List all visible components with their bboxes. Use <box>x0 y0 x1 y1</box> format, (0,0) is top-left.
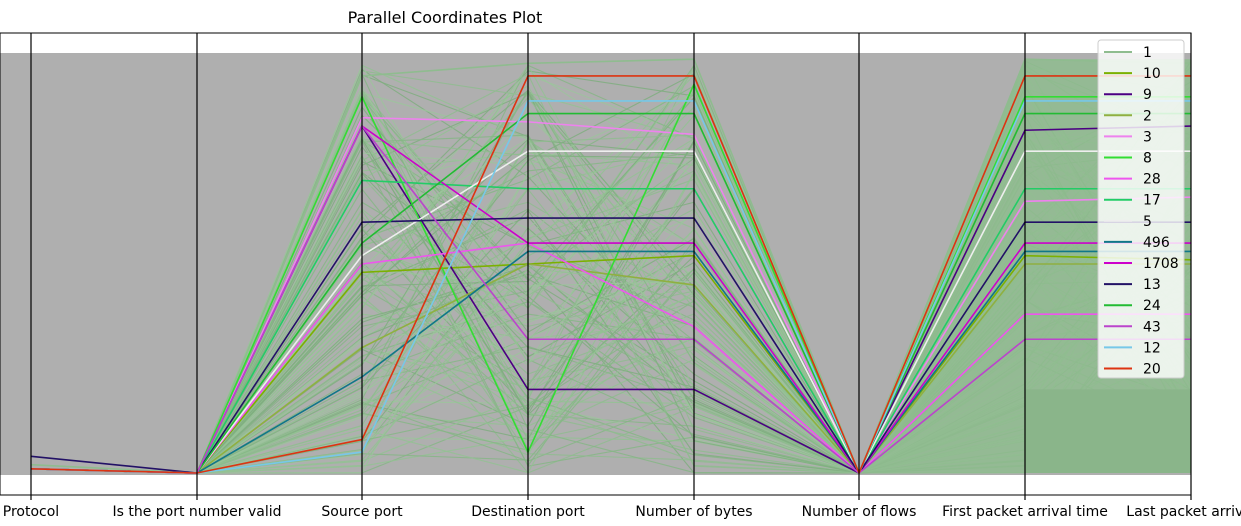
legend: 1 10 9 2 3 8 28 17 5 496 1708 13 24 43 12 20 <box>1097 39 1185 379</box>
axis-labels: Protocol Is the port number valid Source p… <box>3 504 1241 520</box>
chart-title: Parallel Coordinates Plot <box>347 8 543 27</box>
series-line-1 <box>30 58 1192 476</box>
legend-label-43: 43 <box>1143 319 1161 335</box>
legend-label-496: 496 <box>1143 235 1170 251</box>
legend-label-5: 5 <box>1143 214 1152 230</box>
legend-label-13: 13 <box>1143 277 1161 293</box>
legend-label-9: 9 <box>1143 87 1152 103</box>
axis-label-4: Number of bytes <box>635 504 752 520</box>
legend-label-1: 1 <box>1143 45 1152 61</box>
legend-label-1708: 1708 <box>1143 256 1179 272</box>
series-line-20 <box>30 75 1191 476</box>
legend-label-20: 20 <box>1143 362 1161 378</box>
legend-label-12: 12 <box>1143 340 1161 356</box>
legend-label-8: 8 <box>1143 151 1152 167</box>
series-line-13 <box>30 217 1191 475</box>
series-line-17 <box>30 179 1191 475</box>
axis-label-2: Source port <box>321 504 403 520</box>
legend-label-10: 10 <box>1143 66 1161 82</box>
axis-label-7: Last packet arrival <box>1126 504 1241 520</box>
legend-label-2: 2 <box>1143 108 1152 124</box>
series-line-5 <box>30 150 1191 475</box>
legend-label-24: 24 <box>1143 298 1161 314</box>
series-line-24 <box>30 112 1191 475</box>
legend-box <box>1097 39 1185 379</box>
axis-label-1: Is the port number valid <box>112 504 281 520</box>
density-block <box>1025 389 1191 473</box>
legend-label-28: 28 <box>1143 172 1161 188</box>
series-line-10 <box>30 254 1192 475</box>
axes <box>0 32 1192 500</box>
series-line-12 <box>30 100 1191 475</box>
axis-label-0: Protocol <box>3 504 59 520</box>
series-line-8 <box>30 82 1191 476</box>
series-line-28 <box>30 242 1191 475</box>
legend-label-17: 17 <box>1143 193 1161 209</box>
axis-label-6: First packet arrival time <box>942 504 1108 520</box>
series-line-496 <box>30 250 1191 475</box>
series-line-43 <box>30 124 1191 475</box>
axis-label-5: Number of flows <box>802 504 917 520</box>
legend-label-3: 3 <box>1143 129 1152 145</box>
axis-label-3: Destination port <box>471 504 585 520</box>
series-line-2 <box>30 263 1191 475</box>
